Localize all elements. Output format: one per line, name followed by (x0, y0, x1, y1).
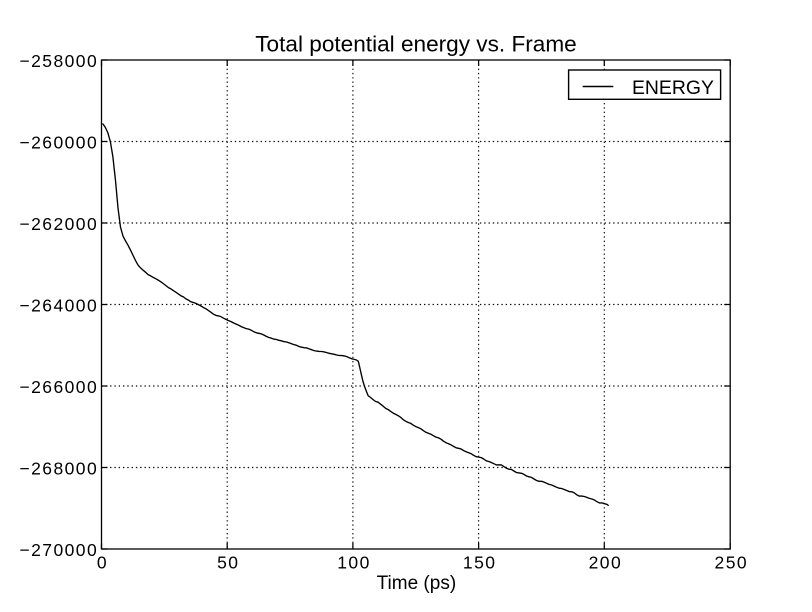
svg-text:Total potential energy vs. Fra: Total potential energy vs. Frame (255, 32, 577, 57)
svg-text:Time (ps): Time (ps) (377, 573, 457, 594)
svg-text:100: 100 (337, 553, 371, 573)
svg-text:−260000: −260000 (19, 133, 98, 153)
svg-text:150: 150 (463, 553, 497, 573)
svg-text:−270000: −270000 (19, 540, 98, 560)
svg-text:−258000: −258000 (19, 51, 98, 71)
svg-text:50: 50 (217, 553, 239, 573)
svg-text:−262000: −262000 (19, 214, 98, 234)
svg-text:200: 200 (589, 553, 623, 573)
svg-text:250: 250 (715, 553, 749, 573)
svg-text:ENERGY: ENERGY (632, 77, 714, 99)
svg-text:−268000: −268000 (19, 459, 98, 479)
svg-text:0: 0 (97, 553, 108, 573)
svg-text:−266000: −266000 (19, 377, 98, 397)
svg-text:−264000: −264000 (19, 296, 98, 316)
